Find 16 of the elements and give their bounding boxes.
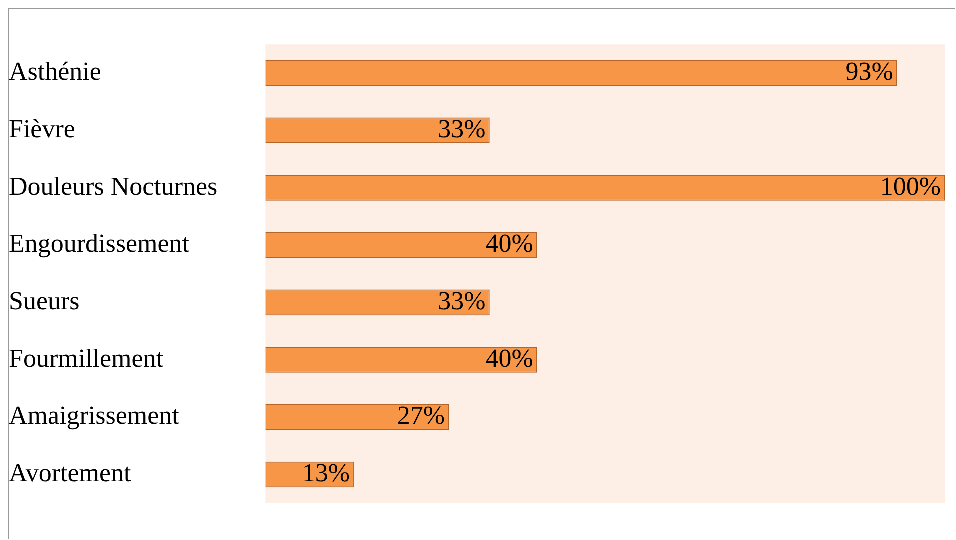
data-label: 40% [486, 229, 534, 258]
data-label: 33% [438, 286, 486, 316]
data-label: 13% [302, 458, 350, 488]
y-tick-label: Fourmillement [9, 344, 164, 373]
y-tick-label: Engourdissement [9, 229, 190, 258]
y-tick-label: Douleurs Nocturnes [9, 172, 218, 201]
data-label: 100% [880, 172, 941, 201]
data-label: 40% [486, 344, 534, 373]
y-tick-label: Avortement [9, 458, 132, 488]
y-tick-label: Fièvre [9, 114, 76, 144]
data-label: 27% [397, 401, 446, 430]
data-label: 33% [438, 114, 486, 144]
y-tick-label: Asthénie [9, 57, 102, 86]
y-tick-label: Sueurs [9, 286, 80, 316]
y-tick-label: Amaigrissement [9, 401, 180, 430]
data-label: 93% [846, 57, 894, 86]
